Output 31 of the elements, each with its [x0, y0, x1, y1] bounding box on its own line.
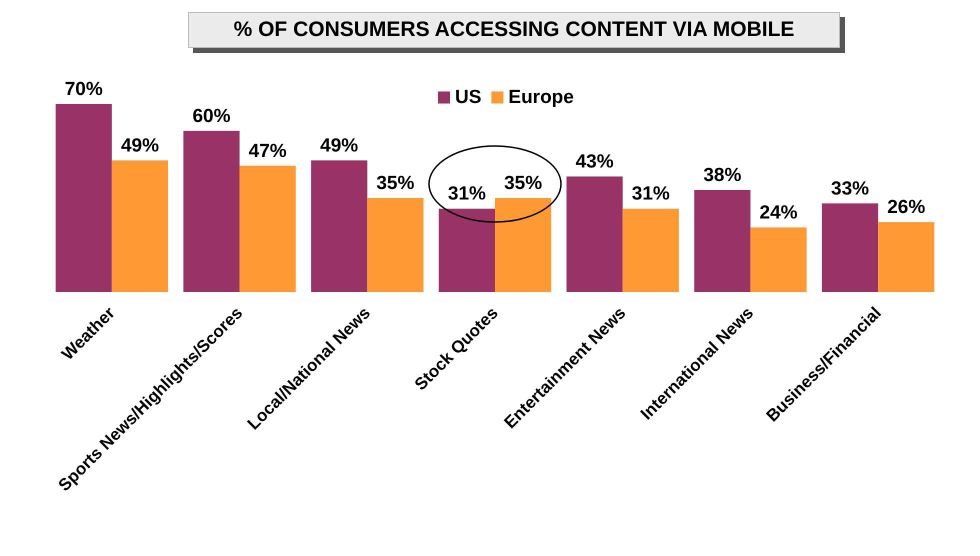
bar	[750, 228, 807, 292]
bar	[112, 160, 168, 292]
data-label: 49%	[120, 135, 160, 156]
data-label: 31%	[632, 184, 670, 205]
legend-label: Europe	[508, 87, 574, 108]
bar	[622, 208, 679, 292]
data-label: 26%	[887, 197, 926, 218]
bar	[183, 130, 240, 292]
data-label: 60%	[192, 106, 231, 127]
bar	[822, 203, 878, 292]
bar	[367, 198, 424, 292]
data-label: 35%	[376, 173, 414, 194]
data-label: 38%	[703, 164, 742, 186]
bar	[566, 176, 623, 292]
bar	[495, 198, 552, 292]
bar	[438, 208, 495, 292]
data-label: 49%	[320, 135, 358, 156]
bar	[240, 166, 296, 292]
bar	[311, 160, 368, 292]
bar	[56, 104, 112, 292]
chart-title: % OF CONSUMERS ACCESSING CONTENT VIA MOBILE	[188, 12, 840, 48]
data-label: 33%	[831, 178, 870, 200]
legend-label: US	[455, 87, 482, 108]
bar	[694, 190, 750, 292]
data-label: 70%	[64, 79, 103, 100]
data-label: 35%	[504, 173, 542, 194]
data-label: 31%	[448, 184, 486, 205]
data-label: 47%	[248, 140, 287, 162]
data-label: 24%	[760, 202, 798, 224]
data-label: 43%	[576, 152, 614, 173]
bar	[878, 222, 934, 292]
